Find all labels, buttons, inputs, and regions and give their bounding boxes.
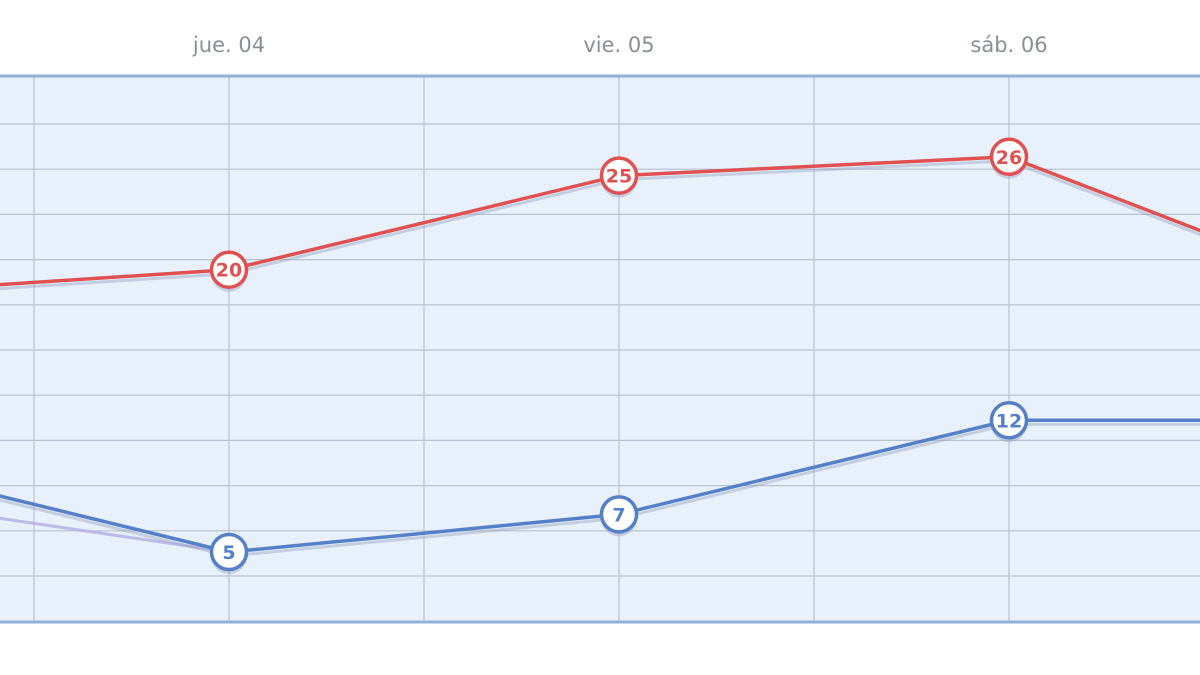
data-label: 5 — [222, 542, 235, 564]
x-tick-label: vie. 05 — [583, 33, 654, 57]
data-point — [989, 401, 1029, 440]
x-tick-label: jue. 04 — [192, 33, 265, 57]
data-point — [209, 532, 249, 572]
data-label: 25 — [606, 166, 632, 188]
x-axis-ticks: jue. 04 vie. 05 sáb. 06 — [192, 33, 1048, 57]
data-point — [599, 156, 639, 195]
data-label: 26 — [996, 147, 1022, 169]
grid — [0, 76, 1200, 622]
series-0: 20 25 26 — [0, 137, 1200, 292]
data-label: 7 — [612, 504, 625, 526]
data-point — [989, 137, 1029, 177]
series-1: 5 7 12 — [0, 401, 1200, 574]
data-point — [209, 250, 249, 289]
data-label: 12 — [996, 410, 1022, 432]
data-label: 20 — [216, 260, 242, 282]
x-tick-label: sáb. 06 — [970, 33, 1047, 57]
series-ghost-line — [0, 516, 230, 554]
series-layer: 20 25 26 5 7 12 — [0, 137, 1200, 574]
data-point — [599, 495, 639, 534]
